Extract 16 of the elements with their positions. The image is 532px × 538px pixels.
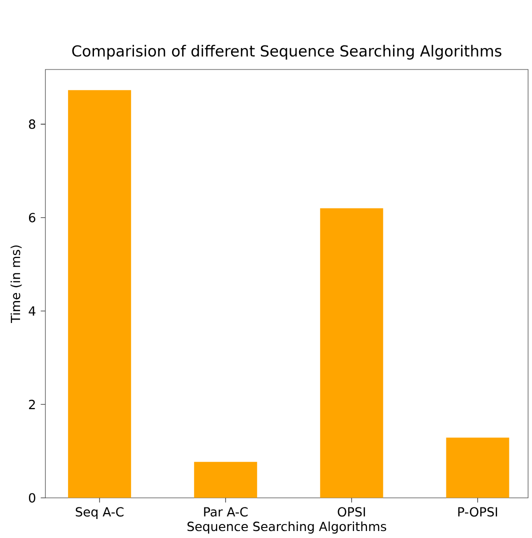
x-tick-label: Seq A-C (76, 507, 124, 520)
y-tick-label: 2 (28, 400, 35, 410)
bar (446, 438, 510, 498)
y-tick-label: 8 (28, 119, 36, 129)
x-axis-title: Sequence Searching Algorithms (187, 521, 386, 534)
y-tick-label: 4 (28, 306, 36, 316)
x-tick-label: OPSI (338, 507, 365, 517)
y-tick-label: 6 (28, 212, 36, 222)
y-tick-label: 0 (28, 493, 36, 503)
x-tick-label: P-OPSI (458, 507, 497, 517)
x-tick-label: Par A-C (204, 507, 248, 517)
bar (68, 90, 131, 498)
bar (320, 208, 384, 498)
chart-title: Comparision of different Sequence Searching Algorithms (72, 44, 502, 60)
y-axis-title: Time (in ms) (10, 246, 22, 324)
bar (194, 462, 258, 498)
